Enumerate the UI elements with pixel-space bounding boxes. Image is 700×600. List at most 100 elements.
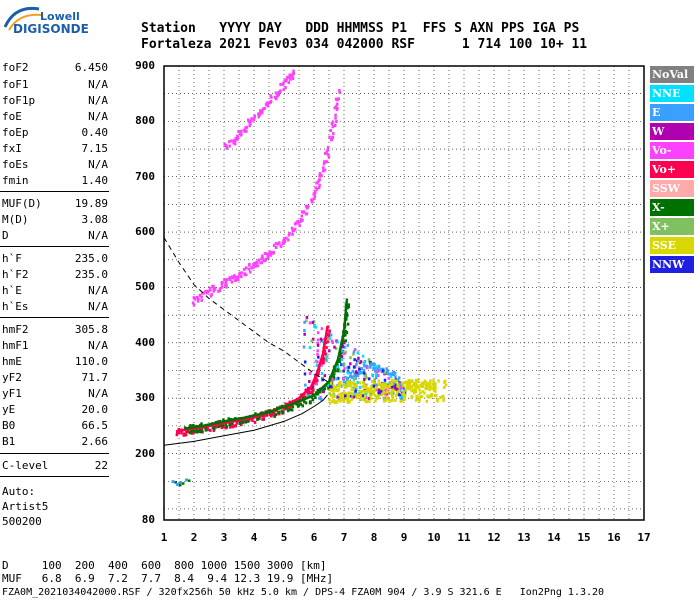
echo-point xyxy=(244,273,248,277)
param-value: N/A xyxy=(88,284,108,297)
echo-point xyxy=(345,385,348,389)
echo-point xyxy=(349,384,353,388)
echo-point xyxy=(356,374,360,378)
echo-point xyxy=(230,280,234,284)
echo-point xyxy=(228,423,231,427)
echo-point xyxy=(288,408,292,412)
echo-point xyxy=(227,140,231,144)
echo-point xyxy=(262,259,265,263)
echo-point xyxy=(236,135,239,139)
echo-point xyxy=(316,392,320,396)
echo-point xyxy=(316,360,319,364)
echo-point xyxy=(372,392,375,396)
echo-point xyxy=(387,398,391,402)
echo-point xyxy=(328,385,332,389)
echo-point xyxy=(346,377,350,381)
echo-point xyxy=(353,373,357,377)
echo-point xyxy=(403,394,406,398)
echo-point xyxy=(355,384,358,388)
echo-point xyxy=(418,395,422,399)
echo-point xyxy=(389,399,393,403)
echo-point xyxy=(204,428,208,432)
echo-point xyxy=(193,297,197,301)
x-tick-label: 6 xyxy=(310,531,318,544)
echo-point xyxy=(323,374,327,378)
param-hf2: h`F2 235.0 xyxy=(2,268,108,282)
echo-point xyxy=(179,483,182,487)
echo-point xyxy=(222,418,225,422)
param-value: 20.0 xyxy=(81,403,109,416)
param-label: foF1 xyxy=(2,78,29,91)
logo-lowell: Lowell xyxy=(40,10,80,23)
echo-point xyxy=(174,481,177,484)
echo-point xyxy=(292,229,296,233)
echo-point xyxy=(344,380,348,384)
echo-point xyxy=(330,122,334,126)
echo-point xyxy=(291,73,294,77)
echo-point xyxy=(434,382,437,386)
echo-point xyxy=(331,125,335,129)
echo-point xyxy=(320,363,323,367)
echo-point xyxy=(285,236,288,240)
echo-point xyxy=(303,329,306,333)
echo-point xyxy=(338,357,341,361)
echo-point xyxy=(408,385,411,389)
echo-point xyxy=(429,379,432,383)
echo-point xyxy=(319,337,323,341)
echo-point xyxy=(370,362,373,366)
echo-point xyxy=(318,390,322,394)
echo-point xyxy=(337,396,341,400)
echo-point xyxy=(384,398,388,402)
echo-point xyxy=(390,378,394,382)
echo-point xyxy=(331,378,335,382)
param-label: fmin xyxy=(2,174,29,187)
echo-point xyxy=(228,144,231,148)
y-tick-label: 80 xyxy=(141,513,155,526)
param-he: h`E N/A xyxy=(2,284,108,298)
echo-point xyxy=(437,379,440,383)
echo-point xyxy=(243,267,246,271)
echo-point xyxy=(206,291,209,295)
echo-point xyxy=(278,241,281,245)
echo-point xyxy=(250,266,253,270)
echo-point xyxy=(261,107,265,111)
echo-point xyxy=(260,257,263,261)
echo-point xyxy=(347,303,351,307)
echo-point xyxy=(421,383,425,387)
echo-point xyxy=(420,395,424,399)
echo-point xyxy=(338,380,342,384)
echo-point xyxy=(329,381,333,385)
echo-point xyxy=(247,120,251,124)
echo-point xyxy=(308,346,312,350)
echo-point xyxy=(389,391,393,395)
echo-point xyxy=(336,395,339,399)
echo-point xyxy=(320,371,324,375)
echo-point xyxy=(442,398,445,402)
echo-point xyxy=(175,433,179,437)
echo-point xyxy=(198,428,201,432)
echo-point xyxy=(272,251,275,255)
echo-point xyxy=(307,394,311,398)
param-value: N/A xyxy=(88,78,108,91)
echo-point xyxy=(358,385,362,389)
param-label: yE xyxy=(2,403,16,416)
echo-point xyxy=(209,294,213,298)
echo-point xyxy=(328,349,331,353)
echo-point xyxy=(351,396,354,400)
echo-point xyxy=(325,358,328,362)
legend-item-noval: NoVal xyxy=(650,66,694,83)
echo-point xyxy=(444,383,448,387)
echo-point xyxy=(269,99,273,103)
chart-marks xyxy=(163,69,448,487)
echo-point xyxy=(357,356,360,360)
param-md: M(D) 3.08 xyxy=(2,213,108,227)
echo-point xyxy=(412,383,415,387)
echo-point xyxy=(314,190,317,194)
echo-point xyxy=(180,431,183,435)
param-yf1: yF1 N/A xyxy=(2,387,108,401)
echo-point xyxy=(277,90,281,94)
auto-line: Auto: xyxy=(2,485,36,498)
param-value: 71.7 xyxy=(81,371,109,384)
echo-point xyxy=(346,399,350,403)
echo-point xyxy=(429,385,432,389)
